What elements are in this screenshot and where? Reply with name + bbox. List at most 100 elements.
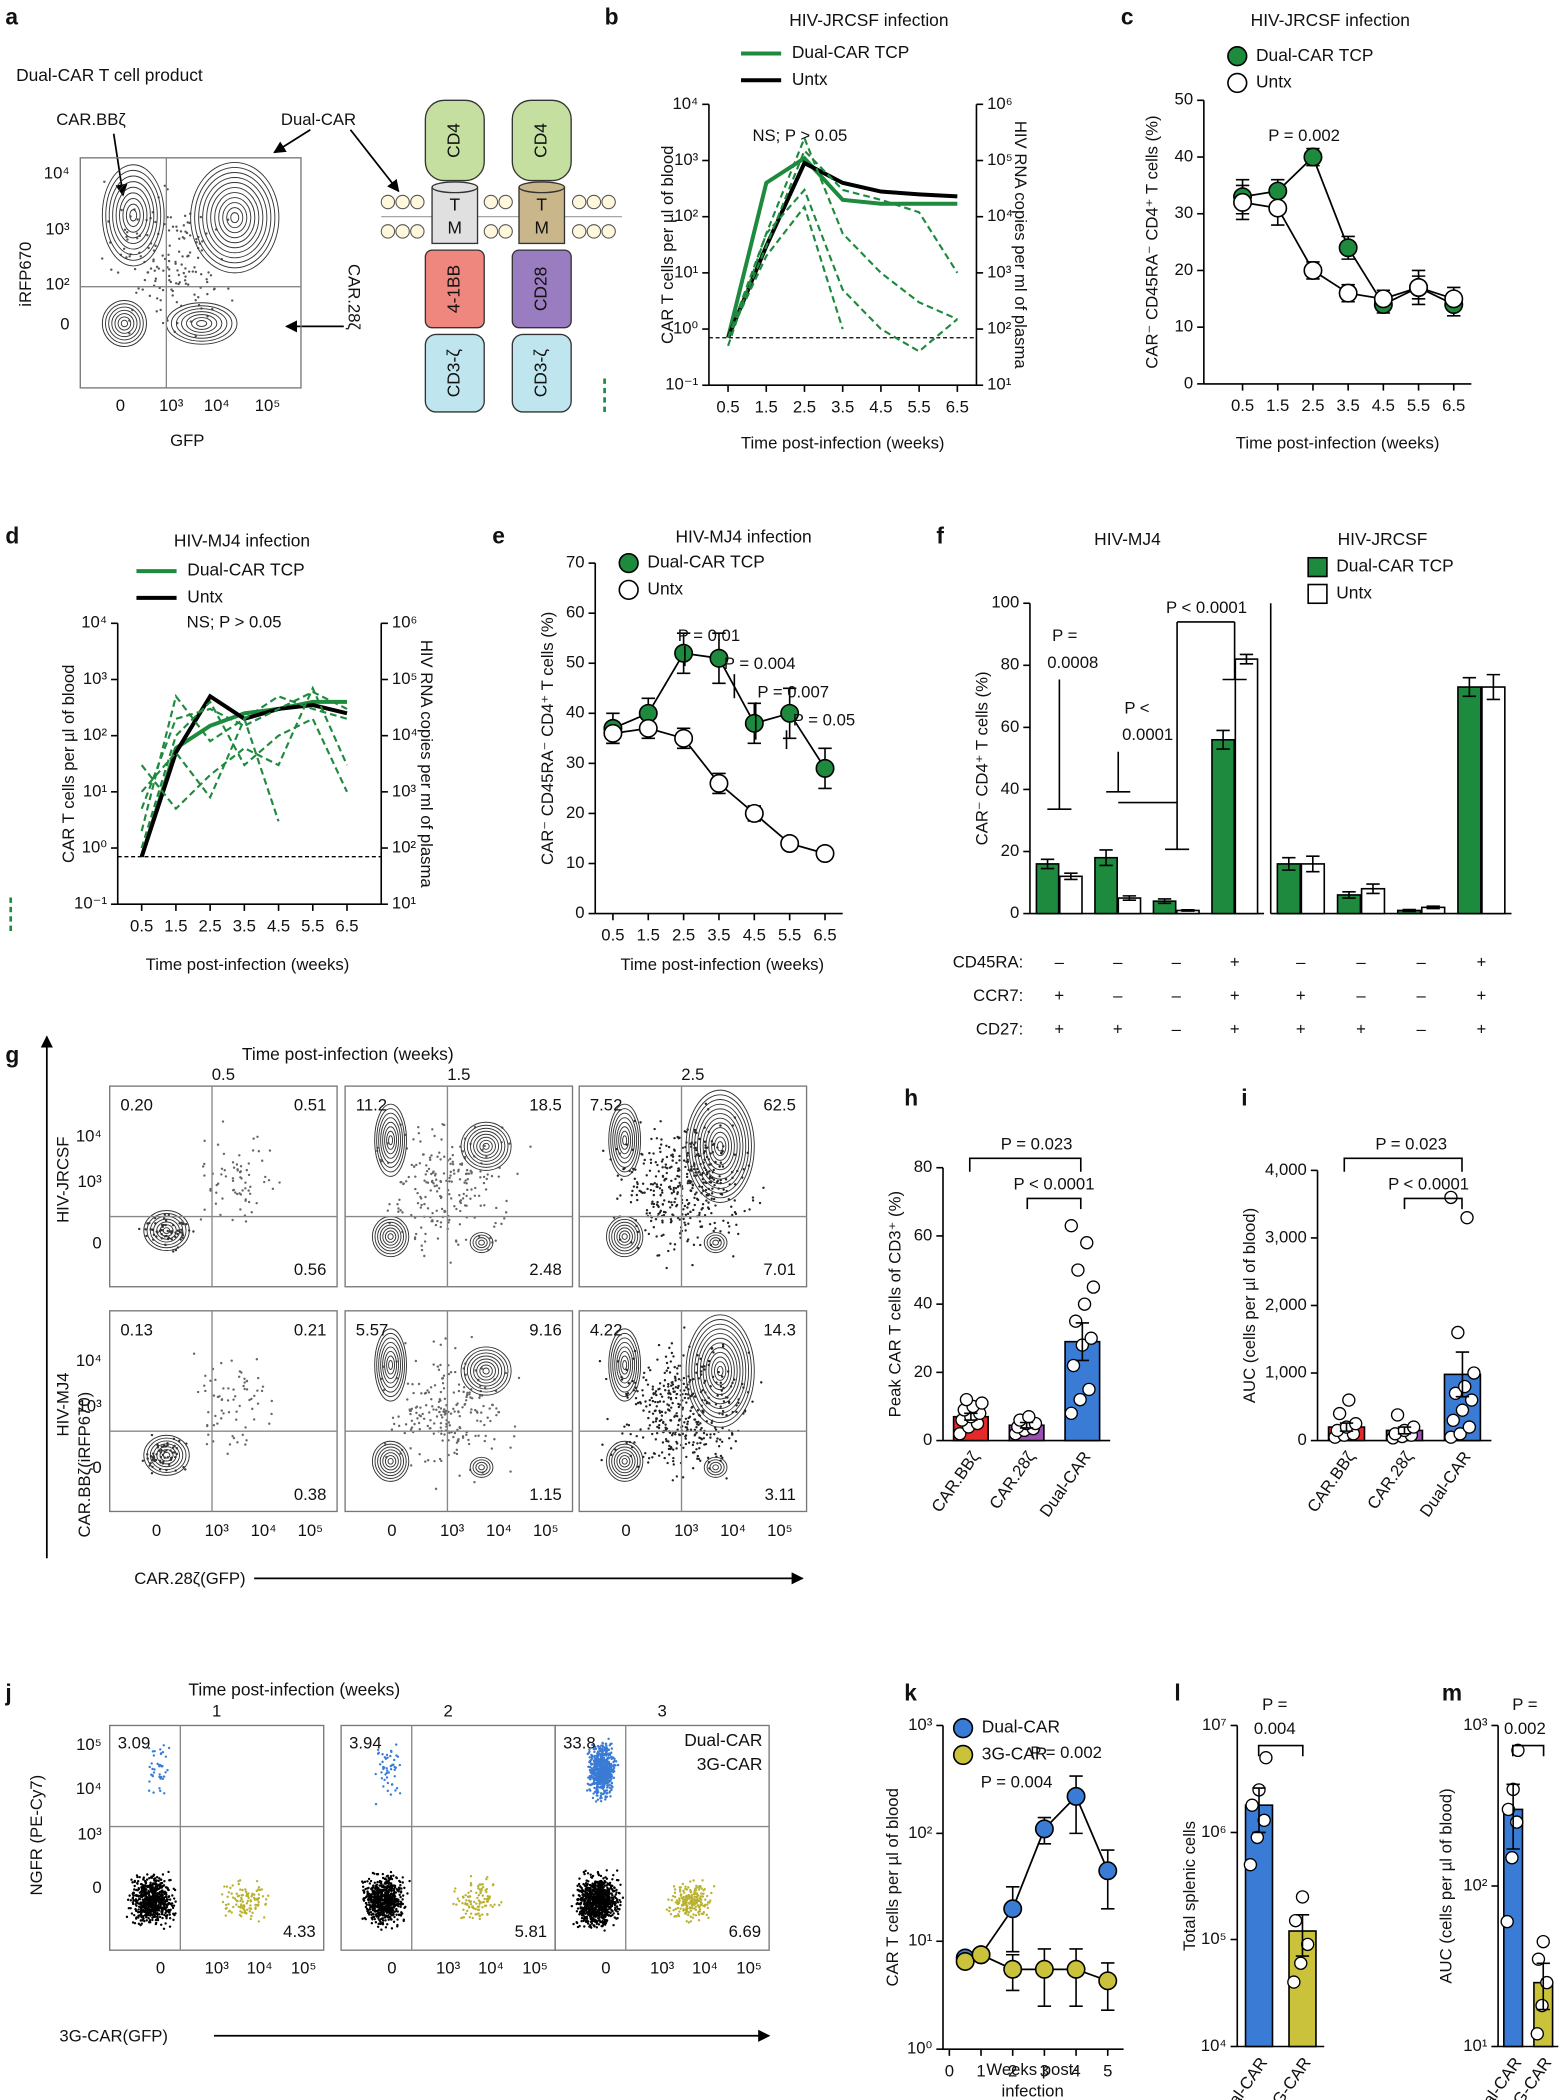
event-dot: [387, 1790, 389, 1792]
event-dot: [365, 1906, 367, 1908]
event-dot: [407, 1383, 409, 1385]
event-dot: [382, 1873, 384, 1875]
event-dot: [393, 1921, 395, 1923]
event-dot: [263, 1916, 265, 1918]
event-dot: [386, 1769, 388, 1771]
event-dot: [195, 271, 197, 273]
event-dot: [232, 1180, 234, 1182]
event-dot: [644, 1229, 646, 1231]
event-dot: [242, 1434, 244, 1436]
event-dot: [154, 221, 156, 223]
event-dot: [692, 1441, 694, 1443]
event-dot: [631, 1190, 633, 1192]
event-dot: [707, 1201, 709, 1203]
membrane-lipid: [381, 225, 394, 238]
event-dot: [474, 1195, 476, 1197]
event-dot: [163, 1902, 165, 1904]
event-dot: [457, 1170, 459, 1172]
event-dot: [155, 1879, 157, 1881]
event-dot: [393, 1892, 395, 1894]
event-dot: [239, 1888, 241, 1890]
event-dot: [716, 1394, 718, 1396]
event-dot: [169, 1925, 171, 1927]
event-dot: [646, 1188, 648, 1190]
event-dot: [379, 1905, 381, 1907]
contour: [483, 1368, 489, 1374]
event-dot: [240, 1894, 242, 1896]
label: CAR.28ζ(GFP): [134, 1569, 245, 1588]
event-dot: [433, 1432, 435, 1434]
membrane-lipid: [602, 225, 615, 238]
event-dot: [578, 1877, 580, 1879]
event-dot: [661, 1192, 663, 1194]
event-dot: [661, 1395, 663, 1397]
event-dot: [602, 1777, 604, 1779]
event-dot: [256, 1358, 258, 1360]
contour: [614, 1225, 635, 1248]
event-dot: [148, 1780, 150, 1782]
event-dot: [659, 1194, 661, 1196]
event-dot: [682, 1476, 684, 1478]
event-dot: [253, 1395, 255, 1397]
contour: [609, 1104, 641, 1176]
event-dot: [656, 1405, 658, 1407]
event-dot: [163, 1744, 165, 1746]
event-dot: [433, 1422, 435, 1424]
event-dot: [247, 1900, 249, 1902]
event-dot: [597, 1782, 599, 1784]
event-dot: [685, 1443, 687, 1445]
quadrant-label: 5.81: [515, 1922, 548, 1941]
event-dot: [579, 1898, 581, 1900]
event-dot: [156, 1892, 158, 1894]
y-tick-label: 0: [60, 314, 69, 333]
event-dot: [664, 1389, 666, 1391]
event-dot: [146, 1873, 148, 1875]
event-dot: [752, 1196, 754, 1198]
event-dot: [395, 1914, 397, 1916]
event-dot: [459, 1178, 461, 1180]
event-dot: [463, 1181, 465, 1183]
event-dot: [132, 1899, 134, 1901]
event-dot: [138, 1911, 140, 1913]
event-dot: [485, 1156, 487, 1158]
event-dot: [443, 1387, 445, 1389]
event-dot: [665, 1356, 667, 1358]
event-dot: [189, 251, 191, 253]
contour: [615, 1118, 635, 1163]
event-dot: [587, 1753, 589, 1755]
event-dot: [464, 1179, 466, 1181]
event-dot: [401, 1211, 403, 1213]
event-dot: [200, 1218, 202, 1220]
event-dot: [141, 1902, 143, 1904]
event-dot: [272, 1188, 274, 1190]
event-dot: [168, 268, 170, 270]
event-dot: [717, 1180, 719, 1182]
event-dot: [671, 1342, 673, 1344]
event-dot: [223, 1885, 225, 1887]
event-dot: [597, 1778, 599, 1780]
event-dot: [367, 1895, 369, 1897]
event-dot: [492, 1884, 494, 1886]
event-dot: [617, 1764, 619, 1766]
event-dot: [600, 1785, 602, 1787]
event-dot: [375, 1910, 377, 1912]
event-dot: [362, 1898, 364, 1900]
event-dot: [457, 1411, 459, 1413]
event-dot: [449, 1174, 451, 1176]
contour: [479, 1465, 485, 1470]
event-dot: [163, 1928, 165, 1930]
event-dot: [657, 1388, 659, 1390]
event-dot: [258, 1893, 260, 1895]
event-dot: [479, 1891, 481, 1893]
event-dot: [167, 1230, 169, 1232]
event-dot: [713, 1169, 715, 1171]
x-tick-label: 0: [387, 1521, 396, 1540]
event-dot: [138, 1228, 140, 1230]
event-dot: [244, 1200, 246, 1202]
event-dot: [614, 1764, 616, 1766]
event-dot: [151, 1876, 153, 1878]
membrane-lipid: [411, 225, 424, 238]
event-dot: [600, 1800, 602, 1802]
event-dot: [110, 268, 112, 270]
event-dot: [587, 1783, 589, 1785]
